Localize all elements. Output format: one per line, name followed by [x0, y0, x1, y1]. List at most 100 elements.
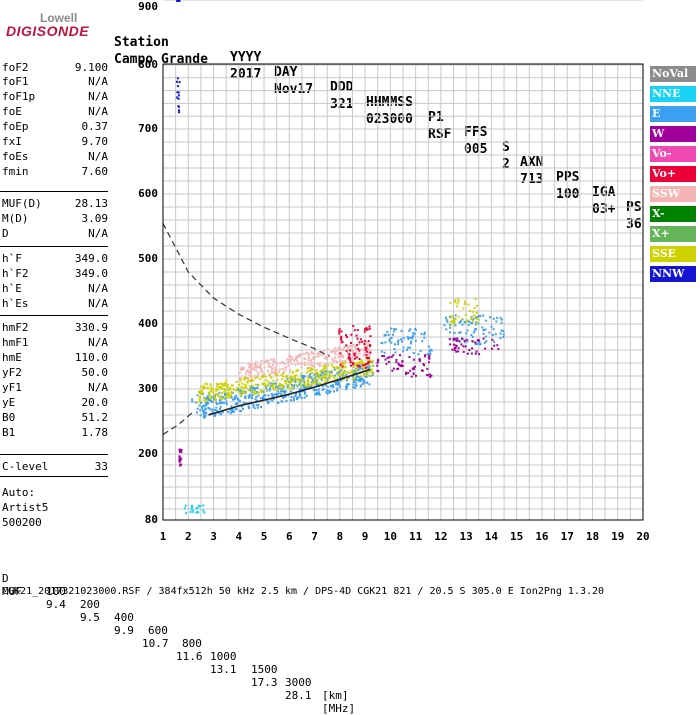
echo-point	[178, 111, 181, 114]
echo-point	[227, 389, 230, 392]
footer-d-value: 1500	[251, 663, 278, 676]
echo-point	[317, 352, 320, 355]
echo-point	[454, 299, 457, 302]
echo-point	[197, 511, 200, 514]
echo-point	[262, 395, 265, 398]
y-tick-label: 600	[138, 187, 158, 200]
echo-point	[298, 391, 301, 394]
echo-point	[256, 387, 258, 389]
echo-point	[342, 362, 345, 365]
echo-point	[214, 399, 217, 402]
header-row-2: Campo Grande 2017 Nov17 321 023000 RSF 0…	[114, 37, 642, 232]
echo-point	[192, 510, 195, 513]
echo-point	[401, 340, 403, 343]
param-row: yE 20.0	[2, 396, 108, 410]
echo-point	[368, 348, 371, 351]
echo-point	[460, 343, 463, 346]
echo-point	[273, 366, 276, 369]
legend-item: NNE	[650, 86, 696, 102]
echo-point	[310, 376, 313, 379]
param-value: 110.0	[74, 351, 108, 364]
echo-point	[209, 391, 212, 393]
echo-point	[237, 398, 239, 401]
echo-point	[287, 355, 290, 358]
echo-point	[341, 361, 344, 364]
param-value: 0.37	[81, 120, 109, 133]
echo-point	[392, 333, 394, 336]
echo-point	[231, 384, 234, 387]
echo-point	[199, 409, 202, 412]
echo-point	[427, 361, 430, 364]
separator	[0, 454, 108, 455]
echo-point	[307, 380, 310, 382]
param-value: N/A	[88, 150, 108, 163]
echo-point	[336, 377, 339, 380]
param-row: hmF2 330.9	[2, 321, 108, 335]
echo-point	[364, 347, 367, 350]
echo-point	[363, 363, 366, 366]
echo-point	[331, 350, 334, 353]
echo-point	[220, 397, 223, 400]
echo-point	[289, 382, 291, 385]
echo-point	[358, 363, 361, 366]
echo-point	[275, 362, 278, 365]
echo-point	[315, 391, 318, 394]
echo-point	[262, 391, 265, 394]
echo-point	[357, 376, 360, 378]
echo-point	[310, 381, 313, 384]
echo-point	[445, 319, 448, 321]
echo-point	[497, 348, 500, 350]
val-day: Nov17	[274, 82, 314, 97]
echo-point	[491, 333, 494, 336]
echo-point	[268, 382, 271, 385]
echo-point	[312, 356, 315, 359]
param-name: hmF1	[2, 336, 29, 349]
echo-point	[203, 399, 206, 402]
echo-point	[207, 398, 210, 401]
echo-point	[366, 328, 369, 331]
echo-point	[333, 366, 336, 369]
echo-point	[473, 307, 476, 309]
echo-point	[401, 365, 404, 367]
echo-point	[350, 342, 352, 344]
echo-point	[248, 396, 250, 399]
echo-point	[295, 355, 298, 358]
echo-point	[369, 350, 372, 353]
echo-point	[365, 346, 368, 349]
echo-point	[265, 389, 268, 392]
param-name: M(D)	[2, 212, 29, 225]
echo-point	[317, 355, 320, 358]
echo-point	[297, 353, 300, 356]
echo-point	[290, 390, 293, 393]
echo-point	[215, 383, 218, 385]
echo-point	[209, 383, 212, 386]
echo-point	[290, 379, 293, 382]
echo-point	[254, 377, 257, 380]
echo-point	[390, 341, 393, 344]
echo-point	[214, 409, 217, 412]
echo-point	[308, 353, 311, 356]
x-tick-label: 17	[560, 530, 574, 543]
echo-point	[222, 384, 225, 387]
echo-point	[502, 336, 505, 338]
echo-point	[250, 390, 253, 393]
echo-point	[266, 399, 269, 402]
echo-point	[475, 350, 478, 353]
echo-point	[256, 406, 259, 409]
echo-point	[345, 334, 347, 337]
echo-point	[502, 330, 505, 332]
echo-point	[467, 303, 470, 306]
echo-point	[275, 364, 278, 367]
echo-point	[281, 388, 284, 391]
echo-point	[359, 377, 362, 380]
echo-point	[249, 379, 252, 382]
val-station: Campo Grande	[114, 52, 208, 67]
echo-point	[295, 384, 298, 386]
param-value: N/A	[88, 282, 108, 295]
echo-point	[315, 369, 318, 372]
profile-curve-dashed	[162, 223, 330, 358]
echo-point	[402, 337, 405, 340]
echo-point	[297, 396, 300, 399]
echo-point	[339, 385, 342, 388]
echo-point	[199, 390, 202, 393]
